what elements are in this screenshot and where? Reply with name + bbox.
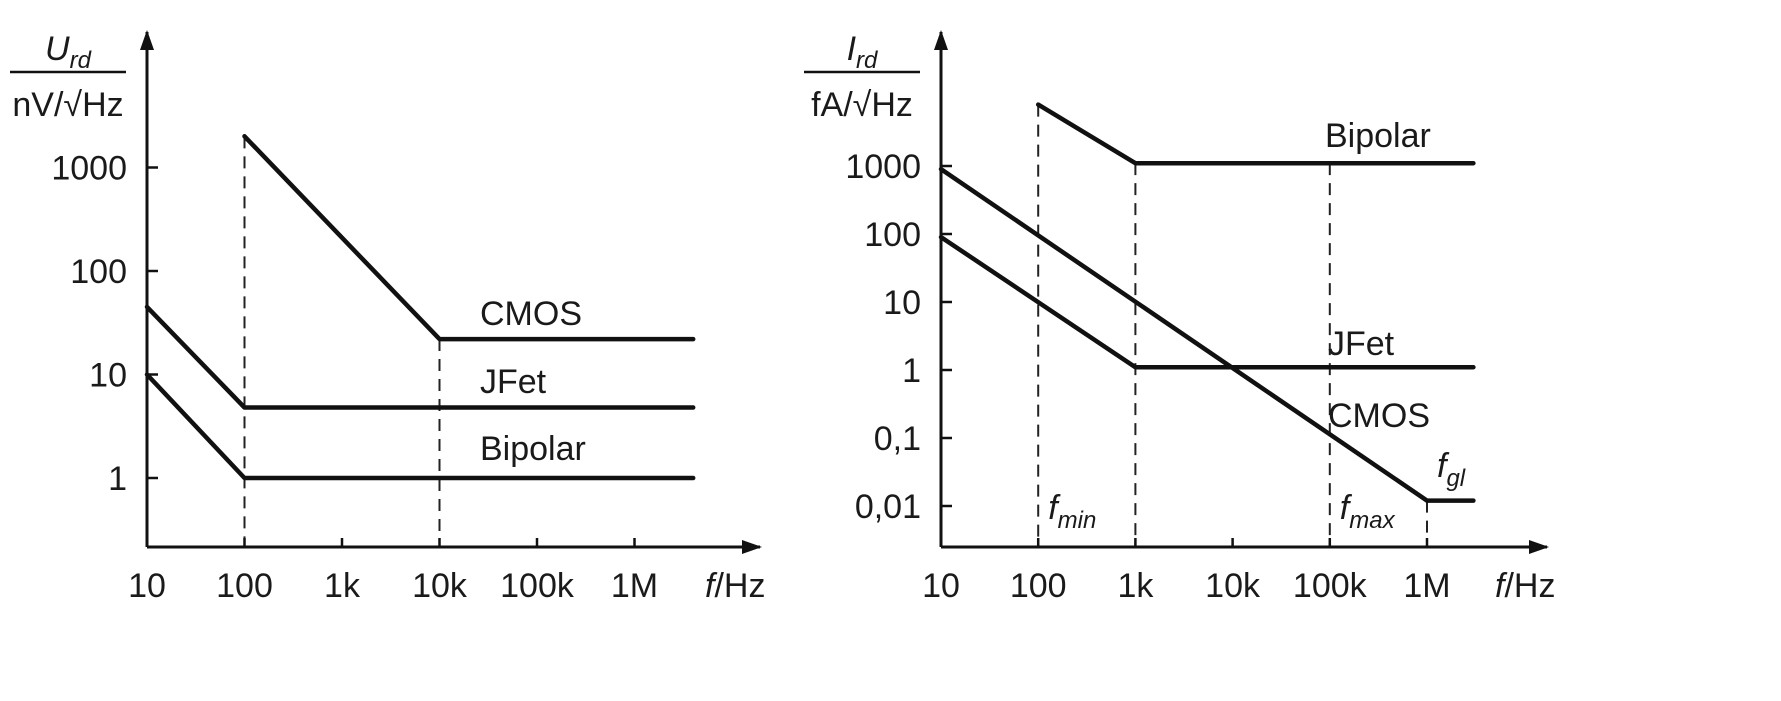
x-axis-unit: /Hz <box>1504 567 1555 605</box>
voltage-noise-chart: 10 100 1k 10k 100k 1M 1 10 100 1000 Urd nV/√Hz f/Hz C… <box>10 30 765 605</box>
y-tick-label: 0,1 <box>874 420 921 458</box>
x-tick-label: 10k <box>412 567 468 605</box>
x-tick-label: 100 <box>1010 567 1067 605</box>
y-tick-label: 100 <box>70 253 127 291</box>
x-tick-label: 10 <box>128 567 166 605</box>
y-axis-label: Ird <box>847 30 878 74</box>
annotation-f-max: fmax <box>1340 489 1396 534</box>
series-label-bipolar: Bipolar <box>480 430 586 468</box>
series-label-jfet: JFet <box>1328 325 1395 363</box>
annotation-f-gl: fgl <box>1437 447 1466 492</box>
y-axis-symbol: I <box>847 30 857 68</box>
x-axis-unit: /Hz <box>714 567 765 605</box>
series-label-cmos: CMOS <box>1328 397 1430 435</box>
series-label-cmos: CMOS <box>480 295 582 333</box>
y-axis-label: Urd <box>45 30 92 74</box>
x-axis-label: f/Hz <box>705 567 765 605</box>
y-axis-unit: nV/√Hz <box>12 86 123 124</box>
y-tick-label: 1000 <box>845 148 921 186</box>
y-tick-label: 1 <box>108 460 127 498</box>
series-line-bipolar <box>144 372 696 481</box>
series-line-bipolar <box>1035 102 1476 166</box>
x-axis-label: f/Hz <box>1495 567 1555 605</box>
y-tick-label: 1 <box>902 352 921 390</box>
x-tick-label: 1M <box>1403 567 1450 605</box>
y-tick-label: 100 <box>864 216 921 254</box>
series-line-jfet <box>144 304 696 410</box>
x-tick-label: 1k <box>1117 567 1154 605</box>
y-tick-label: 10 <box>89 357 127 395</box>
y-axis-unit: fA/√Hz <box>811 86 913 124</box>
y-tick-label: 10 <box>883 284 921 322</box>
y-axis-symbol: U <box>45 30 70 68</box>
series-line-jfet <box>938 234 1476 370</box>
x-tick-label: 1M <box>611 567 658 605</box>
x-tick-label: 10 <box>922 567 960 605</box>
series-line-cmos <box>242 134 696 342</box>
y-axis-subscript: rd <box>70 47 92 74</box>
x-tick-label: 100k <box>500 567 575 605</box>
annotation-subscript: gl <box>1446 465 1465 492</box>
annotation-subscript: min <box>1058 507 1097 534</box>
x-tick-label: 100 <box>216 567 273 605</box>
x-tick-label: 10k <box>1205 567 1261 605</box>
x-tick-label: 1k <box>324 567 361 605</box>
annotation-f-min: fmin <box>1048 489 1096 534</box>
series-line-cmos <box>938 166 1476 503</box>
series-label-bipolar: Bipolar <box>1325 117 1431 155</box>
series-label-jfet: JFet <box>480 363 547 401</box>
y-axis-subscript: rd <box>856 47 878 74</box>
annotation-subscript: max <box>1349 507 1395 534</box>
y-tick-label: 1000 <box>51 150 127 188</box>
y-tick-label: 0,01 <box>855 488 921 526</box>
current-noise-chart: 10 100 1k 10k 100k 1M 0,01 0,1 1 10 100 1000 Ird fA/√… <box>804 30 1555 605</box>
x-tick-label: 100k <box>1293 567 1368 605</box>
